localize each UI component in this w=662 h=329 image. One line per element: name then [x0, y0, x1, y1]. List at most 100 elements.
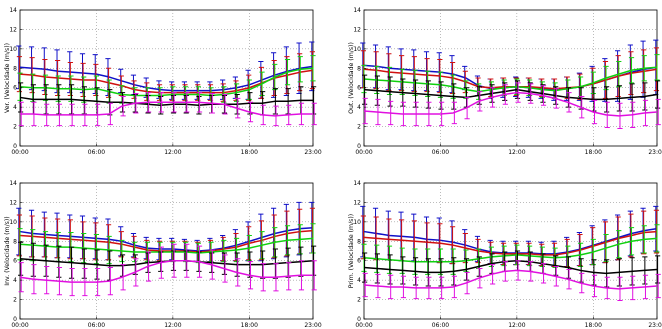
error-bar — [208, 241, 214, 263]
error-bar — [654, 54, 660, 81]
error-bar — [540, 85, 547, 106]
error-bar — [502, 82, 508, 101]
error-bar — [246, 226, 252, 261]
error-bar — [93, 63, 99, 96]
error-bar — [362, 74, 368, 105]
error-bar — [628, 57, 635, 84]
error-bar — [310, 55, 316, 82]
error-bar — [67, 61, 73, 96]
error-bar — [30, 73, 36, 102]
series-line — [19, 259, 313, 283]
error-bar — [145, 251, 152, 282]
error-bar — [132, 254, 138, 275]
error-bar — [82, 267, 88, 297]
error-bar — [56, 267, 63, 296]
error-bar — [373, 216, 379, 261]
error-bar — [119, 85, 125, 104]
error-bar — [94, 249, 100, 280]
error-bar — [439, 276, 445, 300]
error-bar — [374, 65, 380, 95]
error-bar — [131, 235, 137, 259]
error-bar — [628, 51, 634, 96]
error-bar — [603, 233, 609, 263]
error-bar — [69, 103, 75, 127]
error-bar — [18, 101, 24, 127]
error-bar — [298, 260, 305, 291]
error-bar — [119, 239, 125, 263]
error-bar — [30, 242, 36, 277]
error-bar — [247, 261, 254, 290]
error-bar — [44, 103, 50, 127]
error-bar — [42, 74, 49, 101]
error-bar — [286, 104, 292, 126]
error-bar — [462, 233, 468, 264]
error-bar — [233, 237, 240, 263]
series-line — [363, 269, 658, 290]
y-tick-label: 14 — [9, 180, 17, 187]
error-bar — [616, 85, 622, 112]
error-bar — [93, 222, 99, 261]
error-bar — [464, 271, 470, 295]
error-bar — [552, 247, 558, 269]
error-bar — [655, 255, 661, 284]
error-bar — [81, 76, 87, 103]
error-bar — [298, 102, 305, 126]
error-bar — [641, 210, 647, 255]
error-bar — [577, 242, 584, 268]
x-tick-label: 18:00 — [241, 322, 258, 329]
error-bar — [451, 275, 457, 299]
error-bar — [246, 79, 252, 100]
y-tick-label: 8 — [13, 238, 17, 245]
error-bar — [629, 83, 635, 112]
series-line — [363, 66, 658, 93]
error-bar — [297, 224, 303, 255]
error-bar — [438, 81, 444, 110]
error-bar — [553, 266, 559, 287]
error-bar — [133, 93, 139, 114]
error-bar — [655, 273, 661, 299]
error-bar — [540, 84, 546, 103]
error-bar — [374, 253, 380, 284]
error-bar — [309, 51, 315, 90]
series-line — [19, 67, 314, 97]
series-line — [363, 237, 658, 263]
error-bar — [579, 95, 585, 119]
error-bar — [477, 267, 483, 289]
error-bar — [463, 80, 469, 99]
error-bar — [55, 75, 61, 102]
error-bar — [617, 276, 623, 302]
error-bar — [566, 92, 572, 113]
chart-panel: 00:00 06:00 12:00 18:00 23:00 0 2 4 6 8 10 12 14 Inv.… — [4, 180, 322, 329]
error-bar — [16, 56, 22, 93]
error-bar — [502, 261, 508, 282]
error-bar — [425, 80, 431, 109]
series-line — [363, 230, 658, 256]
error-bar — [515, 82, 521, 103]
error-bar — [566, 268, 572, 290]
error-bar — [642, 99, 649, 127]
error-bar — [209, 93, 215, 114]
x-tick-label: 00:00 — [355, 149, 372, 156]
error-bar — [157, 87, 163, 104]
error-bar — [170, 94, 177, 114]
error-bar — [105, 67, 112, 98]
y-tick-label: 8 — [13, 65, 17, 72]
error-bar — [235, 258, 241, 287]
error-bar — [271, 214, 277, 259]
error-bar — [590, 238, 596, 266]
error-bar — [578, 87, 584, 110]
error-bar — [259, 231, 265, 260]
error-bar — [463, 249, 469, 272]
error-bar — [527, 82, 533, 101]
y-tick-label: 6 — [357, 85, 361, 92]
series-line — [19, 237, 314, 254]
error-bar — [653, 209, 659, 254]
x-tick-label: 23:00 — [648, 149, 662, 156]
error-bar — [246, 74, 252, 101]
y-tick-label: 2 — [357, 297, 361, 304]
error-bar — [158, 92, 164, 113]
error-bar — [375, 273, 381, 299]
error-bar — [502, 84, 508, 105]
y-axis-label: Inv. (Velocidade (m/s)) — [4, 216, 11, 285]
error-bar — [425, 258, 431, 287]
